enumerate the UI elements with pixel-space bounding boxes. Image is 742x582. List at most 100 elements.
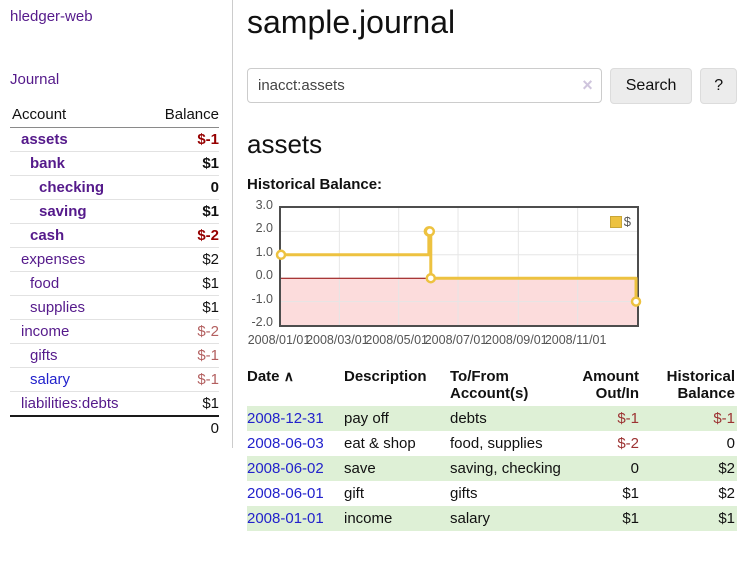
accounts-table: Account Balance assets $-1 bank $1 checking 0…	[10, 103, 219, 440]
account-balance: $2	[149, 247, 219, 272]
transaction-row[interactable]: 2008-12-31 pay off debts $-1 $-1	[247, 406, 737, 431]
y-tick-label: 0.0	[255, 268, 273, 283]
transaction-row[interactable]: 2008-06-03 eat & shop food, supplies $-2 0	[247, 431, 737, 456]
sort-ascending-icon: ∧	[283, 368, 294, 384]
accounts-header-balance: Balance	[149, 103, 219, 128]
register-header-amount: Amount Out/In	[582, 368, 639, 402]
account-link[interactable]: income	[21, 323, 70, 340]
account-link[interactable]: saving	[39, 203, 87, 220]
account-link[interactable]: liabilities:debts	[21, 395, 119, 412]
y-tick-label: 3.0	[255, 198, 273, 212]
register-header-balance: Historical Balance	[666, 368, 735, 402]
transaction-description-cell: income	[344, 510, 393, 527]
account-link[interactable]: salary	[30, 371, 71, 388]
y-tick-label: -1.0	[251, 291, 273, 306]
account-link[interactable]: expenses	[21, 251, 86, 268]
account-balance: $1	[149, 295, 219, 320]
transaction-row[interactable]: 2008-06-01 gift gifts $1 $2	[247, 481, 737, 506]
account-balance: $-2	[149, 223, 219, 248]
account-balance: 0	[149, 175, 219, 200]
transaction-date-link[interactable]: 2008-06-01	[247, 485, 324, 502]
historical-balance-chart[interactable]: 3.0 2.0 1.0 0.0 -1.0 -2.0 $ 2008/01/01 2008/03…	[247, 198, 737, 354]
account-balance: $1	[149, 199, 219, 224]
clear-search-icon[interactable]: ×	[582, 75, 593, 95]
page-title: sample.journal	[247, 4, 456, 40]
transaction-balance-cell: $2	[718, 460, 735, 477]
transaction-balance-cell: $2	[718, 485, 735, 502]
x-tick-label: 2008/03/01	[306, 333, 369, 347]
transaction-date-link[interactable]: 2008-06-03	[247, 435, 324, 452]
account-link[interactable]: bank	[30, 155, 66, 172]
transaction-date-link[interactable]: 2008-06-02	[247, 460, 324, 477]
x-tick-label: 2008/07/01	[424, 333, 488, 347]
transaction-description-cell: pay off	[344, 410, 389, 427]
chart-canvas	[275, 208, 642, 325]
account-row: income $-2	[10, 319, 219, 344]
sidebar: hledger-web Journal Account Balance asse…	[0, 0, 233, 448]
accounts-header-row: Account Balance	[10, 103, 219, 128]
account-row: liabilities:debts $1	[10, 391, 219, 417]
account-link[interactable]: supplies	[30, 299, 86, 316]
account-link[interactable]: food	[30, 275, 60, 292]
transaction-date-cell: 2008-06-02	[247, 456, 344, 481]
account-row: assets $-1	[10, 127, 219, 152]
transaction-description-cell: eat & shop	[344, 435, 416, 452]
account-row: bank $1	[10, 151, 219, 176]
transaction-date-cell: 2008-06-01	[247, 481, 344, 506]
account-row: checking 0	[10, 175, 219, 200]
transaction-amount-cell: $1	[622, 510, 639, 527]
account-link[interactable]: cash	[30, 227, 65, 244]
transaction-accounts-cell: food, supplies	[450, 435, 543, 452]
account-row: supplies $1	[10, 295, 219, 320]
accounts-table-body: assets $-1 bank $1 checking 0 saving $1 cash $-2 e…	[10, 127, 219, 417]
chart-plot-area: $	[275, 206, 642, 327]
y-tick-label: 1.0	[255, 244, 273, 259]
account-balance: $1	[149, 151, 219, 176]
account-row: cash $-2	[10, 223, 219, 248]
account-link[interactable]: assets	[21, 131, 68, 148]
y-tick-label: 2.0	[255, 221, 273, 236]
transaction-amount-cell: 0	[630, 460, 639, 477]
transaction-amount-cell: $1	[622, 485, 639, 502]
register-header-accounts: To/From Account(s)	[450, 368, 529, 402]
sidebar-item-journal[interactable]: Journal	[10, 71, 60, 88]
account-link[interactable]: checking	[39, 179, 105, 196]
register-table: Date ∧ Description To/From Account(s) Am…	[247, 366, 737, 531]
transaction-amount-cell: $-1	[617, 410, 639, 427]
main-content: sample.journal × Search ? assets Histori…	[247, 0, 737, 531]
register-header-date[interactable]: Date ∧	[247, 366, 344, 406]
account-balance: $-1	[149, 127, 219, 152]
search-button[interactable]: Search	[609, 68, 693, 104]
transaction-date-link[interactable]: 2008-12-31	[247, 410, 324, 427]
transaction-date-cell: 2008-01-01	[247, 506, 344, 531]
transaction-date-link[interactable]: 2008-01-01	[247, 510, 324, 527]
accounts-total-row: 0	[10, 416, 219, 440]
account-row: food $1	[10, 271, 219, 296]
register-header-row: Date ∧ Description To/From Account(s) Am…	[247, 366, 737, 406]
brand-link[interactable]: hledger-web	[10, 8, 93, 25]
transaction-row[interactable]: 2008-06-02 save saving, checking 0 $2	[247, 456, 737, 481]
register-table-body: 2008-12-31 pay off debts $-1 $-1 2008-06-03 ea…	[247, 406, 737, 531]
search-input[interactable]	[247, 68, 602, 103]
transaction-balance-cell: $1	[718, 510, 735, 527]
y-tick-label: -2.0	[251, 315, 273, 329]
legend-swatch-icon	[609, 215, 622, 228]
transaction-amount-cell: $-2	[617, 435, 639, 452]
search-bar: × Search ?	[247, 68, 737, 104]
account-link[interactable]: gifts	[30, 347, 58, 364]
transaction-date-cell: 2008-12-31	[247, 406, 344, 431]
account-row: gifts $-1	[10, 343, 219, 368]
transaction-date-cell: 2008-06-03	[247, 431, 344, 456]
transaction-row[interactable]: 2008-01-01 income salary $1 $1	[247, 506, 737, 531]
x-tick-label: 2008/01/01	[247, 333, 311, 347]
chart-title: Historical Balance:	[247, 176, 383, 193]
account-row: saving $1	[10, 199, 219, 224]
account-row: expenses $2	[10, 247, 219, 272]
chart-legend: $	[609, 214, 631, 229]
account-balance: $-1	[149, 367, 219, 392]
help-button[interactable]: ?	[700, 68, 737, 104]
account-balance: $-1	[149, 343, 219, 368]
search-box: ×	[247, 68, 602, 104]
transaction-accounts-cell: gifts	[450, 485, 478, 502]
